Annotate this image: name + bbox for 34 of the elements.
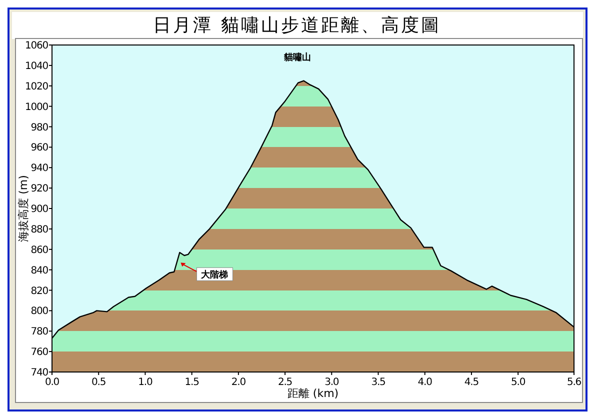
chart-title: 日月潭 貓嘯山步道距離、高度圖 bbox=[153, 15, 441, 36]
y-tick-label: 1020 bbox=[24, 81, 48, 92]
y-tick-label: 900 bbox=[30, 204, 48, 215]
x-tick-label: 5.6 bbox=[566, 377, 582, 388]
x-tick-label: 1.5 bbox=[184, 377, 200, 388]
x-axis-title: 距離 (km) bbox=[287, 387, 339, 400]
y-tick-label: 980 bbox=[30, 122, 48, 134]
y-tick-label: 820 bbox=[30, 286, 48, 297]
y-tick-label: 740 bbox=[30, 368, 48, 378]
x-tick-label: 0.5 bbox=[92, 377, 106, 388]
y-axis-title: 海拔高度 (m) bbox=[17, 175, 30, 242]
y-tick-label: 800 bbox=[30, 306, 48, 318]
y-tick-label: 940 bbox=[30, 163, 48, 174]
x-tick-label: 4.5 bbox=[464, 377, 479, 388]
x-tick-label: 3.5 bbox=[371, 377, 386, 388]
x-tick-label: 2.5 bbox=[278, 377, 292, 388]
y-tick-label: 960 bbox=[30, 142, 48, 154]
y-tick-label: 1040 bbox=[24, 60, 48, 72]
x-tick-label: 0.0 bbox=[44, 377, 60, 388]
y-tick-label: 760 bbox=[30, 347, 48, 358]
y-tick-label: 780 bbox=[30, 326, 48, 338]
x-tick-label: 3.0 bbox=[324, 377, 339, 388]
x-tick-label: 1.0 bbox=[138, 377, 152, 388]
x-tick-label: 2.0 bbox=[231, 377, 246, 388]
y-tick-label: 920 bbox=[30, 184, 48, 195]
y-tick-label: 860 bbox=[30, 244, 48, 256]
annotation: 貓嘯山 bbox=[283, 52, 312, 63]
y-tick-label: 1000 bbox=[24, 102, 48, 113]
y-tick-label: 880 bbox=[30, 224, 48, 236]
annotation: 大階梯 bbox=[201, 270, 228, 281]
x-tick-label: 5.0 bbox=[511, 377, 526, 388]
x-tick-label: 4.0 bbox=[418, 377, 432, 388]
y-tick-label: 840 bbox=[30, 265, 48, 276]
y-tick-label: 1060 bbox=[24, 40, 48, 52]
